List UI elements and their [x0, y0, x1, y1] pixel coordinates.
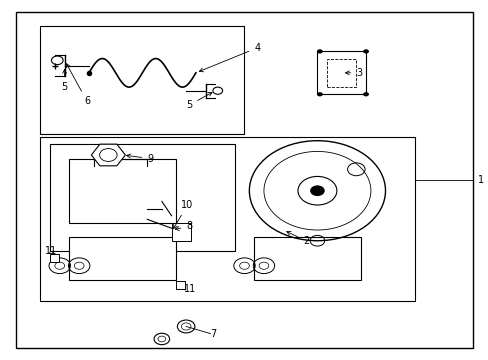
- Bar: [50, 254, 59, 262]
- Polygon shape: [91, 144, 125, 166]
- Bar: [69, 237, 176, 280]
- Text: 5: 5: [186, 93, 212, 110]
- Bar: [254, 237, 361, 280]
- Text: 1: 1: [477, 175, 483, 185]
- Circle shape: [363, 92, 368, 96]
- Bar: [176, 281, 185, 289]
- Text: 2: 2: [286, 231, 308, 246]
- Text: 7: 7: [210, 329, 216, 339]
- Text: 8: 8: [175, 221, 192, 231]
- Bar: [50, 144, 234, 251]
- Circle shape: [363, 49, 368, 54]
- Circle shape: [309, 185, 324, 196]
- Bar: [171, 223, 191, 241]
- Bar: [317, 51, 366, 94]
- Bar: [40, 26, 244, 134]
- Text: 6: 6: [66, 64, 90, 107]
- Text: 5: 5: [61, 69, 67, 92]
- Bar: [326, 59, 356, 87]
- Bar: [69, 158, 176, 223]
- Text: 11: 11: [181, 284, 196, 294]
- Text: 9: 9: [126, 154, 153, 163]
- Circle shape: [316, 49, 322, 54]
- Text: 11: 11: [45, 247, 57, 256]
- Text: 3: 3: [345, 68, 362, 78]
- Circle shape: [316, 92, 322, 96]
- Text: 4: 4: [199, 43, 260, 72]
- Text: 10: 10: [173, 200, 193, 229]
- Bar: [40, 137, 414, 301]
